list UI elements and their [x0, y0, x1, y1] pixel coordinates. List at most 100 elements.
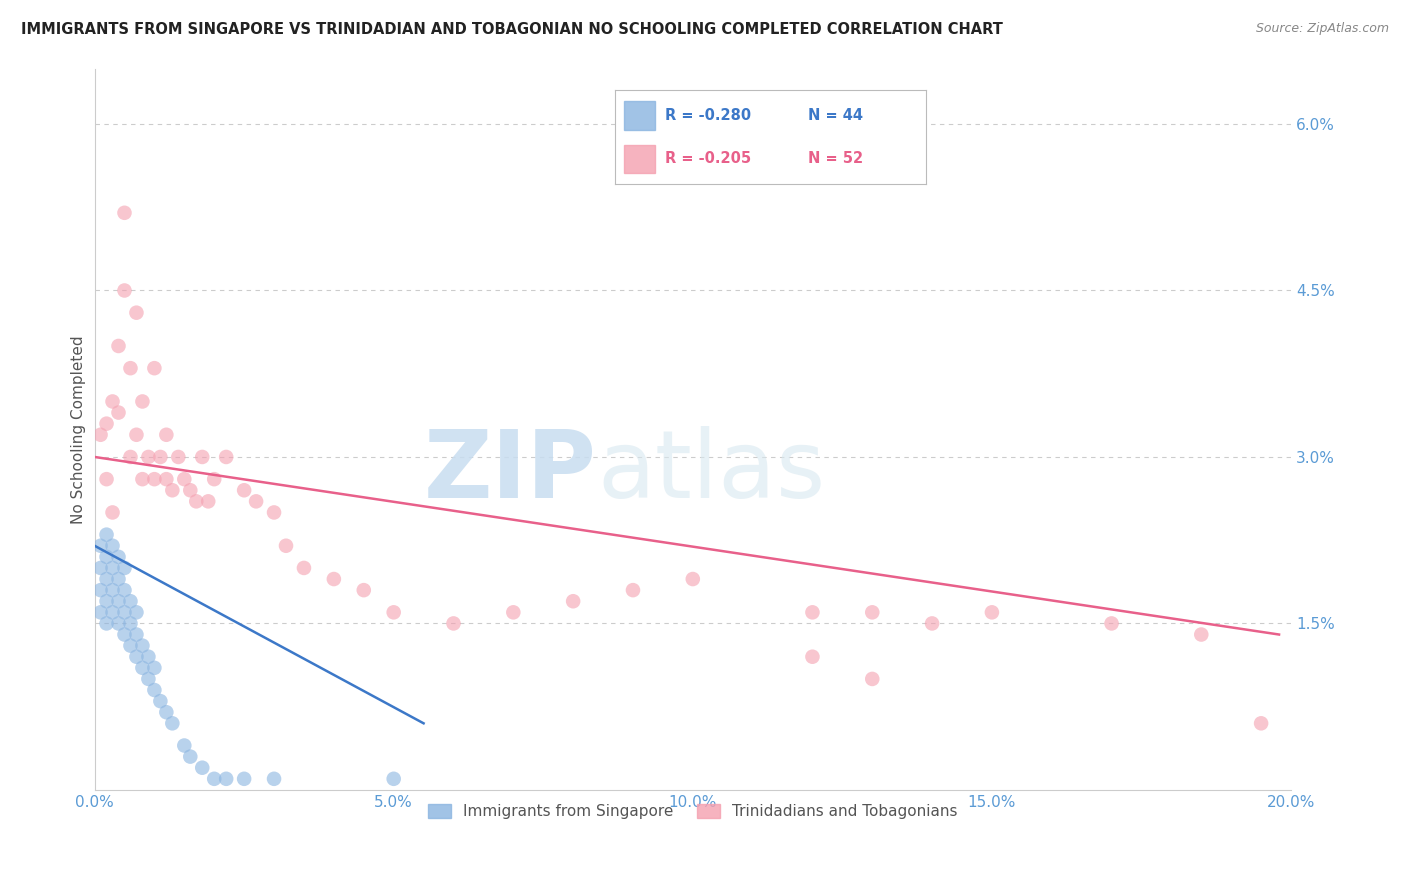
- Point: [96, 527, 118, 541]
- Point: [114, 605, 136, 619]
- Point: [107, 549, 129, 564]
- Point: [292, 561, 315, 575]
- Point: [125, 306, 148, 320]
- Point: [138, 649, 160, 664]
- Point: [233, 772, 256, 786]
- Point: [138, 672, 160, 686]
- Point: [96, 472, 118, 486]
- Point: [173, 472, 195, 486]
- Point: [155, 427, 177, 442]
- Point: [921, 616, 943, 631]
- Point: [120, 361, 142, 376]
- Point: [114, 561, 136, 575]
- Point: [125, 427, 148, 442]
- Point: [186, 494, 208, 508]
- Point: [860, 605, 883, 619]
- Point: [107, 616, 129, 631]
- Point: [120, 450, 142, 464]
- Point: [860, 672, 883, 686]
- Point: [138, 450, 160, 464]
- Point: [90, 427, 112, 442]
- Point: [131, 661, 153, 675]
- Point: [382, 605, 405, 619]
- Point: [801, 605, 824, 619]
- Point: [101, 583, 124, 598]
- Point: [114, 627, 136, 641]
- Point: [125, 627, 148, 641]
- Point: [90, 539, 112, 553]
- Text: Source: ZipAtlas.com: Source: ZipAtlas.com: [1256, 22, 1389, 36]
- Point: [245, 494, 267, 508]
- Point: [980, 605, 1002, 619]
- Point: [114, 583, 136, 598]
- Point: [114, 284, 136, 298]
- Point: [162, 483, 184, 498]
- Point: [179, 749, 201, 764]
- Point: [274, 539, 297, 553]
- Point: [143, 472, 166, 486]
- Point: [162, 716, 184, 731]
- Point: [1101, 616, 1123, 631]
- Point: [502, 605, 524, 619]
- Text: ZIP: ZIP: [425, 426, 598, 518]
- Point: [101, 605, 124, 619]
- Text: IMMIGRANTS FROM SINGAPORE VS TRINIDADIAN AND TOBAGONIAN NO SCHOOLING COMPLETED C: IMMIGRANTS FROM SINGAPORE VS TRINIDADIAN…: [21, 22, 1002, 37]
- Point: [233, 483, 256, 498]
- Text: atlas: atlas: [598, 426, 825, 518]
- Point: [263, 772, 285, 786]
- Point: [179, 483, 201, 498]
- Point: [382, 772, 405, 786]
- Point: [107, 406, 129, 420]
- Point: [173, 739, 195, 753]
- Point: [143, 683, 166, 698]
- Point: [96, 616, 118, 631]
- Point: [1250, 716, 1272, 731]
- Point: [801, 649, 824, 664]
- Point: [149, 450, 172, 464]
- Point: [101, 394, 124, 409]
- Point: [353, 583, 375, 598]
- Point: [215, 772, 238, 786]
- Point: [167, 450, 190, 464]
- Point: [322, 572, 344, 586]
- Point: [155, 472, 177, 486]
- Point: [143, 361, 166, 376]
- Point: [120, 594, 142, 608]
- Point: [202, 772, 225, 786]
- Point: [215, 450, 238, 464]
- Point: [562, 594, 585, 608]
- Point: [1189, 627, 1212, 641]
- Y-axis label: No Schooling Completed: No Schooling Completed: [72, 334, 86, 524]
- Point: [90, 605, 112, 619]
- Legend: Immigrants from Singapore, Trinidadians and Tobagonians: Immigrants from Singapore, Trinidadians …: [422, 798, 963, 826]
- Point: [101, 539, 124, 553]
- Point: [149, 694, 172, 708]
- Point: [107, 572, 129, 586]
- Point: [263, 505, 285, 519]
- Point: [107, 339, 129, 353]
- Point: [90, 561, 112, 575]
- Point: [90, 583, 112, 598]
- Point: [191, 761, 214, 775]
- Point: [443, 616, 465, 631]
- Point: [107, 594, 129, 608]
- Point: [96, 417, 118, 431]
- Point: [96, 549, 118, 564]
- Point: [131, 394, 153, 409]
- Point: [120, 639, 142, 653]
- Point: [96, 594, 118, 608]
- Point: [621, 583, 644, 598]
- Point: [96, 572, 118, 586]
- Point: [155, 705, 177, 719]
- Point: [202, 472, 225, 486]
- Point: [114, 206, 136, 220]
- Point: [125, 649, 148, 664]
- Point: [191, 450, 214, 464]
- Point: [143, 661, 166, 675]
- Point: [197, 494, 219, 508]
- Point: [101, 505, 124, 519]
- Point: [682, 572, 704, 586]
- Point: [125, 605, 148, 619]
- Point: [120, 616, 142, 631]
- Point: [131, 472, 153, 486]
